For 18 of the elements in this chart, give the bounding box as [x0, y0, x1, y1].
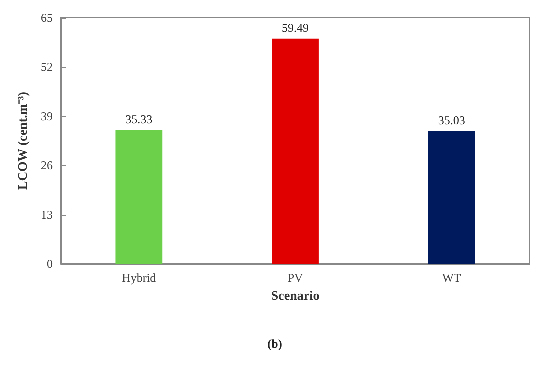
- y-tick-label: 65: [41, 11, 53, 25]
- data-label: 35.03: [438, 113, 466, 128]
- y-tick-label: 39: [41, 109, 53, 124]
- bar: [272, 38, 319, 264]
- y-axis-title: LCOW (cent.m⁻³): [15, 92, 30, 190]
- data-label: 59.49: [282, 20, 309, 35]
- y-tick-label: 52: [41, 60, 53, 74]
- text: (b): [268, 337, 282, 351]
- y-tick-label: 0: [47, 257, 53, 271]
- x-tick-label: Hybrid: [122, 271, 156, 285]
- y-tick-label: 26: [41, 158, 53, 173]
- bar: [428, 131, 476, 264]
- x-axis-title: Scenario: [271, 288, 320, 303]
- data-label: 35.33: [126, 112, 153, 126]
- x-tick-label: PV: [288, 271, 304, 285]
- y-tick-label: 13: [41, 208, 53, 222]
- bar: [116, 130, 163, 264]
- x-tick-label: WT: [442, 271, 462, 285]
